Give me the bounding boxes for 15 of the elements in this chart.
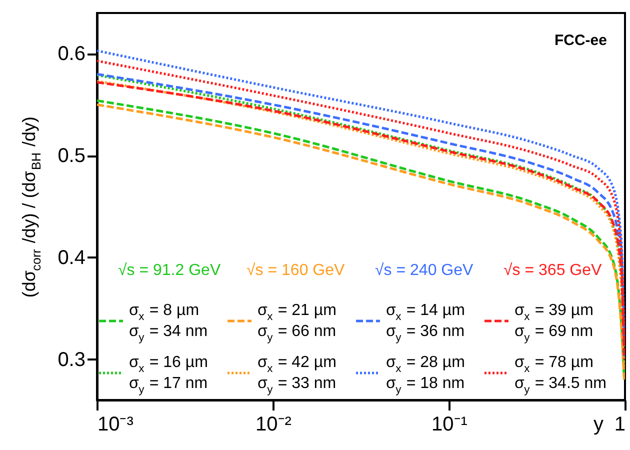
annotation: √s = 91.2 GeV (118, 262, 221, 279)
annotation: √s = 365 GeV (504, 262, 602, 279)
x-tick-label: 10⁻² (256, 414, 292, 436)
annotation: FCC-ee (554, 32, 607, 49)
y-tick-label: 0.5 (58, 145, 86, 168)
y-tick-label: 0.6 (58, 43, 86, 66)
x-tick-label: 1 (614, 414, 626, 436)
x-tick-label: 10⁻¹ (432, 414, 468, 436)
annotation: √s = 160 GeV (246, 262, 345, 279)
x-tick-label: 10⁻³ (98, 414, 134, 436)
y-axis-title: (dσcorr /dy) / (dσBH /dy) (19, 116, 44, 298)
annotation: √s = 240 GeV (375, 262, 474, 279)
x-axis-title: y (594, 414, 604, 436)
y-tick-label: 0.4 (58, 246, 86, 269)
y-tick-label: 0.3 (58, 348, 86, 371)
